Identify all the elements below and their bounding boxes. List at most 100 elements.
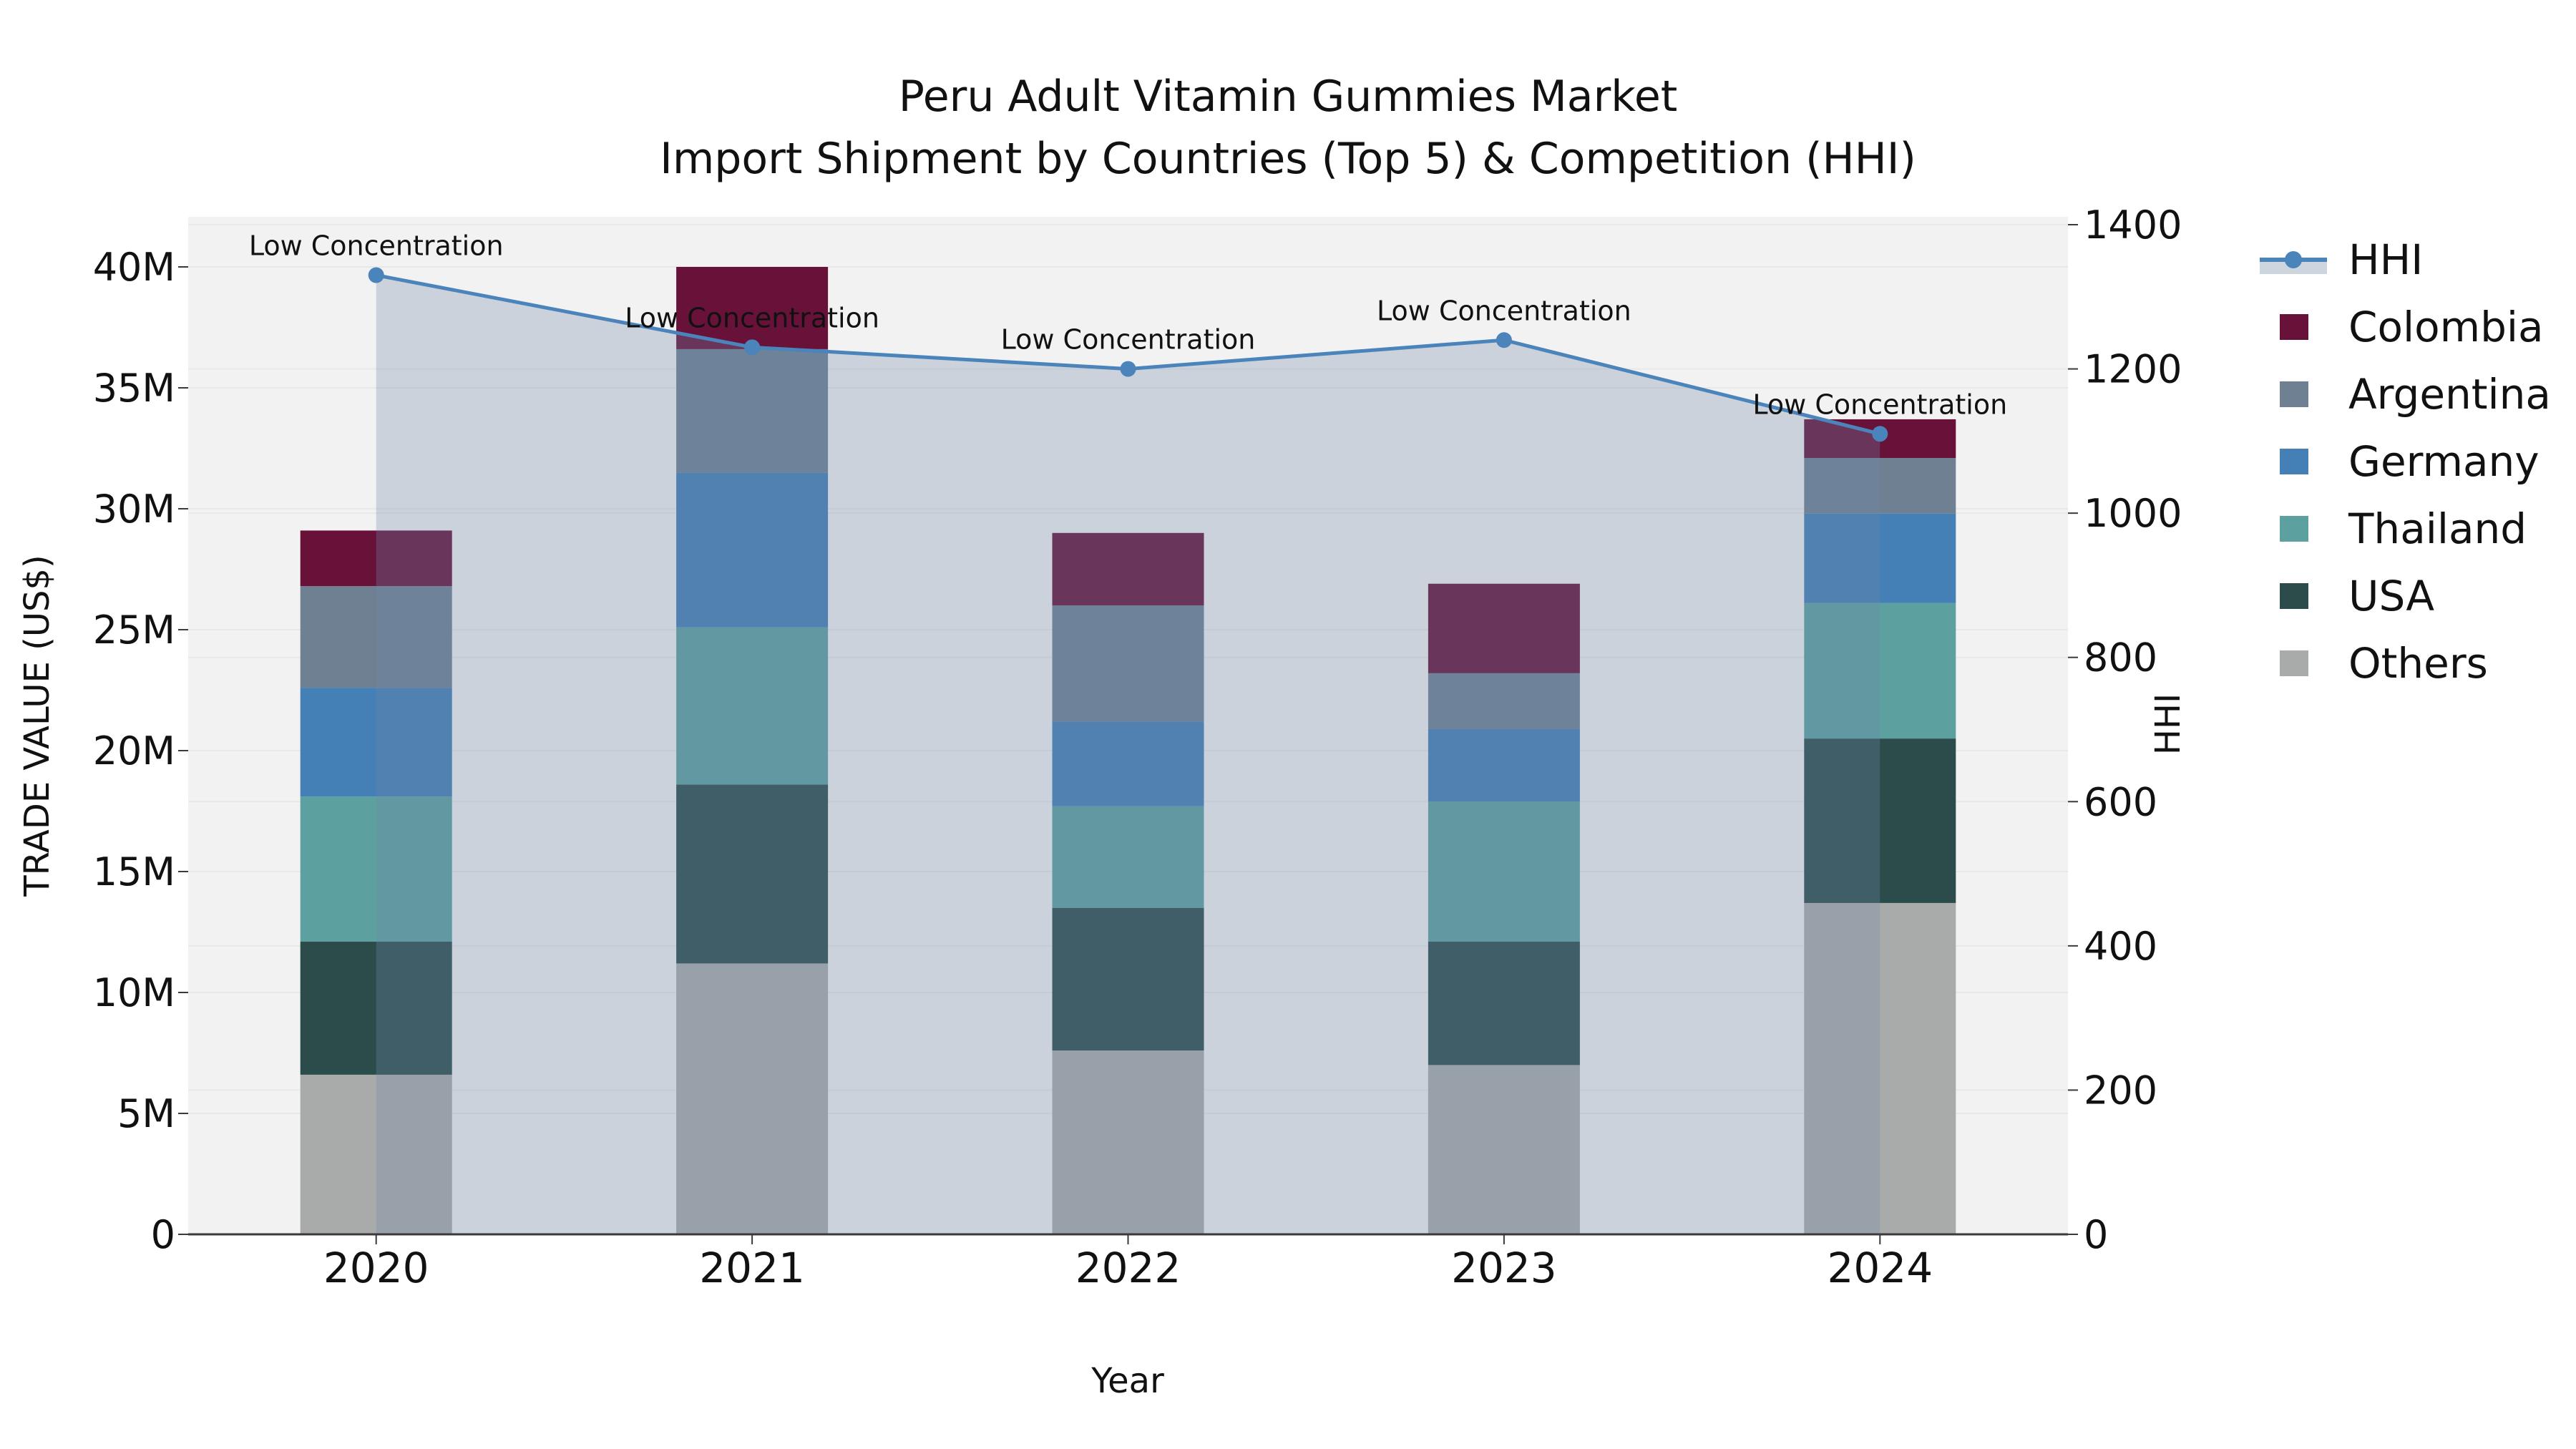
legend-label-argentina: Argentina: [2348, 370, 2551, 419]
tick-label-year: 2022: [1075, 1244, 1181, 1292]
legend-swatch-germany: [2280, 449, 2308, 474]
bar-2024: [1804, 419, 1956, 1234]
tick-label-hhi: 1000: [2084, 491, 2182, 536]
hhi-area: [376, 275, 1880, 1234]
bar-2020: [300, 530, 452, 1234]
hhi-point-2022: [1120, 361, 1136, 377]
bar-segment-argentina-2021: [676, 348, 829, 473]
bar-segment-thailand-2023: [1428, 801, 1580, 942]
legend-label-usa: USA: [2348, 572, 2434, 620]
tick-labels: 0 5M 10M 15M 20M 25M 30M 35M 40M 0 200 400 600 800 100…: [93, 203, 2182, 1292]
bar-segment-colombia-2020: [300, 530, 452, 587]
tick-label-trade-value: 40M: [93, 245, 175, 290]
legend-item-others: Others: [2280, 639, 2488, 688]
legend-item-argentina: Argentina: [2280, 370, 2551, 419]
legend-item-thailand: Thailand: [2280, 504, 2527, 553]
tick-label-trade-value: 20M: [93, 728, 175, 774]
bar-2023: [1428, 583, 1580, 1234]
annotation-low-concentration: Low Concentration: [625, 302, 879, 333]
tick-label-trade-value: 35M: [93, 366, 175, 411]
hhi-point-2020: [368, 267, 384, 283]
legend-item-germany: Germany: [2280, 437, 2540, 486]
bar-segment-colombia-2021: [676, 267, 829, 349]
bar-segment-thailand-2021: [676, 627, 829, 785]
legend-item-hhi: HHI: [2260, 235, 2423, 284]
tick-label-hhi: 400: [2084, 924, 2157, 969]
bar-segment-usa-2022: [1052, 907, 1204, 1051]
annotation-low-concentration: Low Concentration: [1752, 389, 2007, 420]
hhi-point-2024: [1872, 426, 1888, 442]
hhi-point-2023: [1496, 332, 1512, 348]
legend-swatch-usa: [2280, 583, 2308, 609]
bar-segment-usa-2020: [300, 942, 452, 1075]
annotation-low-concentration: Low Concentration: [249, 230, 504, 262]
tick-label-trade-value: 10M: [93, 970, 175, 1015]
tick-label-year: 2020: [323, 1244, 429, 1292]
bar-segment-thailand-2024: [1804, 602, 1956, 739]
tick-label-trade-value: 25M: [93, 608, 175, 653]
tick-label-trade-value: 0: [151, 1212, 175, 1257]
tick-label-year: 2024: [1827, 1244, 1933, 1292]
legend-label-germany: Germany: [2348, 437, 2540, 486]
tick-label-trade-value: 5M: [117, 1091, 175, 1136]
bar-segment-germany-2021: [676, 472, 829, 628]
bar-segment-usa-2023: [1428, 942, 1580, 1065]
y-axis-left-label: TRADE VALUE (US$): [17, 555, 57, 897]
bar-segment-thailand-2022: [1052, 806, 1204, 908]
bar-segment-colombia-2023: [1428, 583, 1580, 673]
bar-segment-usa-2021: [676, 784, 829, 964]
bar-segment-argentina-2022: [1052, 605, 1204, 722]
legend-item-usa: USA: [2280, 572, 2434, 620]
hhi-point-2021: [744, 339, 761, 356]
bar-segment-argentina-2023: [1428, 673, 1580, 729]
y-axis-right-label: HHI: [2148, 693, 2188, 756]
bar-segment-thailand-2020: [300, 796, 452, 942]
tick-label-trade-value: 15M: [93, 849, 175, 894]
bar-segment-argentina-2024: [1804, 458, 1956, 514]
legend-swatch-argentina: [2280, 381, 2308, 407]
legend-swatch-thailand: [2280, 516, 2308, 542]
bar-segment-others-2020: [300, 1074, 452, 1234]
tick-label-hhi: 600: [2084, 779, 2157, 824]
legend-label-others: Others: [2348, 639, 2488, 688]
bar-segment-others-2021: [676, 963, 829, 1234]
legend-hhi-marker: [2285, 251, 2302, 268]
bar-segment-germany-2020: [300, 688, 452, 797]
legend-swatch-colombia: [2280, 314, 2308, 340]
bar-segment-argentina-2020: [300, 586, 452, 688]
annotations: Low Concentration Low Concentration Low Co…: [249, 230, 2007, 421]
tick-label-year: 2021: [699, 1244, 805, 1292]
tick-label-hhi: 800: [2084, 635, 2157, 680]
legend-item-colombia: Colombia: [2280, 303, 2544, 351]
bar-2021: [676, 267, 829, 1234]
legend-label-hhi: HHI: [2348, 235, 2423, 284]
bar-segment-germany-2023: [1428, 728, 1580, 801]
tick-label-hhi: 1400: [2084, 203, 2182, 248]
annotation-low-concentration: Low Concentration: [1001, 324, 1256, 356]
tick-label-hhi: 1200: [2084, 347, 2182, 392]
legend-swatch-others: [2280, 650, 2308, 676]
x-axis-label: Year: [1091, 1361, 1164, 1401]
tick-marks: [178, 224, 2078, 1244]
bar-segment-others-2023: [1428, 1065, 1580, 1234]
tick-label-hhi: 0: [2084, 1212, 2108, 1257]
legend-label-colombia: Colombia: [2348, 303, 2544, 351]
bar-2022: [1052, 532, 1204, 1234]
bar-segment-germany-2024: [1804, 513, 1956, 603]
stacked-bars: [300, 267, 1956, 1234]
annotation-low-concentration: Low Concentration: [1377, 295, 1631, 326]
tick-label-year: 2023: [1451, 1244, 1557, 1292]
bar-segment-others-2022: [1052, 1050, 1204, 1234]
bar-segment-colombia-2022: [1052, 532, 1204, 606]
tick-label-trade-value: 30M: [93, 487, 175, 532]
bar-segment-germany-2022: [1052, 721, 1204, 806]
bar-segment-usa-2024: [1804, 738, 1956, 903]
chart-title-line-1: Peru Adult Vitamin Gummies Market: [898, 72, 1678, 122]
bar-segment-others-2024: [1804, 902, 1956, 1234]
legend-label-thailand: Thailand: [2348, 504, 2527, 553]
tick-label-hhi: 200: [2084, 1068, 2157, 1113]
chart-title-line-2: Import Shipment by Countries (Top 5) & C…: [660, 134, 1916, 184]
legend: HHI Colombia Argentina Germany Thailand USA Ot…: [2260, 235, 2551, 688]
